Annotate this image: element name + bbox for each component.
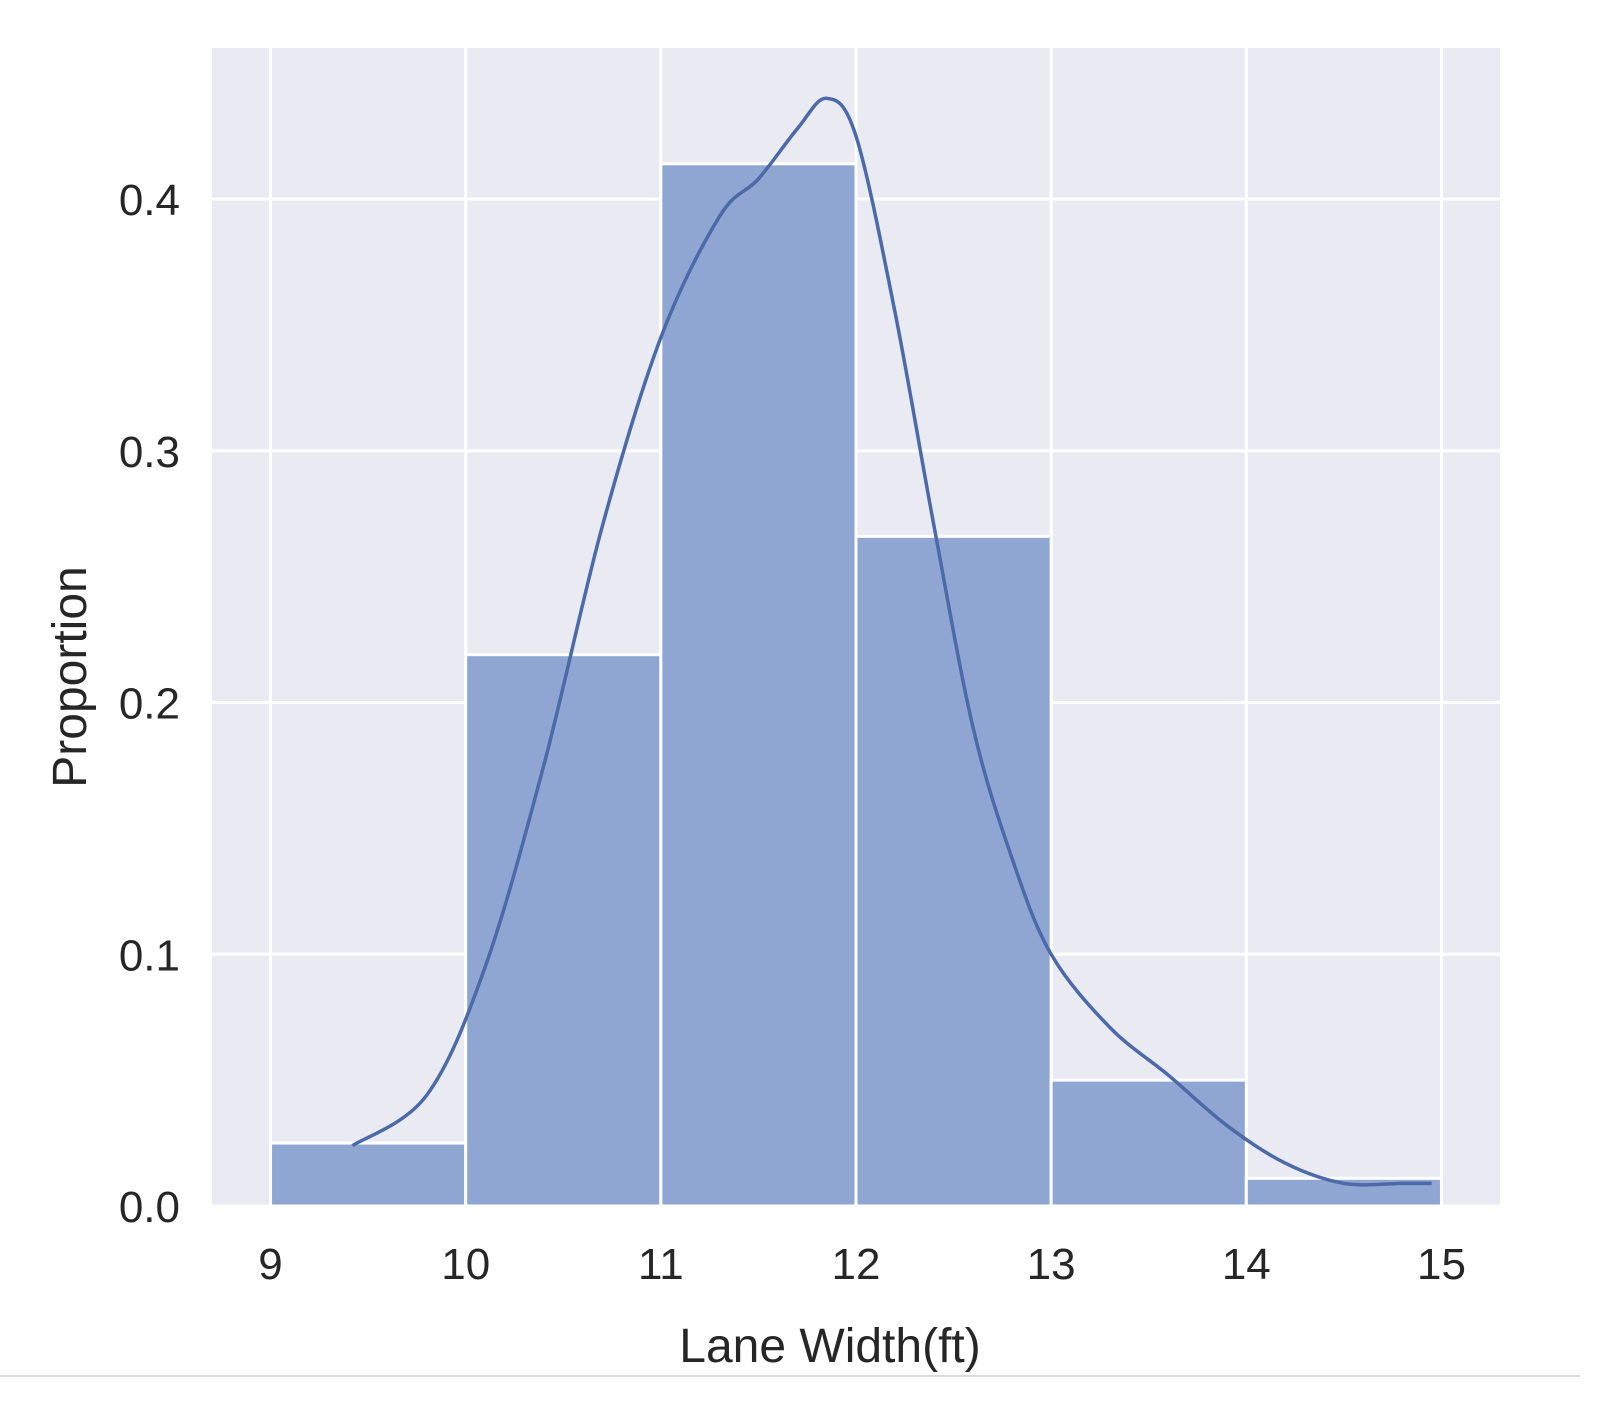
y-tick-label-3: 0.3	[119, 428, 180, 477]
x-tick-label-0: 9	[258, 1240, 282, 1289]
y-tick-label-1: 0.1	[119, 931, 180, 980]
x-tick-label-1: 10	[441, 1240, 490, 1289]
x-tick-label-2: 11	[638, 1240, 684, 1289]
histogram-bar-1	[464, 653, 663, 1208]
histogram-bar-3	[854, 534, 1053, 1208]
y-tick-label-2: 0.2	[119, 680, 180, 729]
y-tick-labels: 0.0 0.1 0.2 0.3 0.4	[119, 176, 180, 1232]
x-tick-labels: 9 10 11 12 13 14 15	[258, 1240, 1466, 1289]
histogram-bar-2	[659, 162, 858, 1208]
kde-curve	[351, 96, 1432, 1187]
x-tick-label-5: 14	[1222, 1240, 1271, 1289]
x-tick-label-4: 13	[1027, 1240, 1076, 1289]
y-tick-label-0: 0.0	[119, 1183, 180, 1232]
kde-line	[351, 96, 1432, 1187]
x-tick-label-3: 12	[832, 1240, 881, 1289]
histogram-bar-4	[1049, 1078, 1248, 1208]
bottom-divider	[0, 1375, 1580, 1377]
y-tick-label-4: 0.4	[119, 176, 180, 225]
histogram-bars	[269, 162, 1443, 1208]
histogram-bar-0	[269, 1141, 468, 1208]
x-axis-label: Lane Width(ft)	[679, 1320, 980, 1373]
y-axis-label: Proportion	[44, 566, 97, 787]
x-tick-label-6: 15	[1417, 1240, 1466, 1289]
